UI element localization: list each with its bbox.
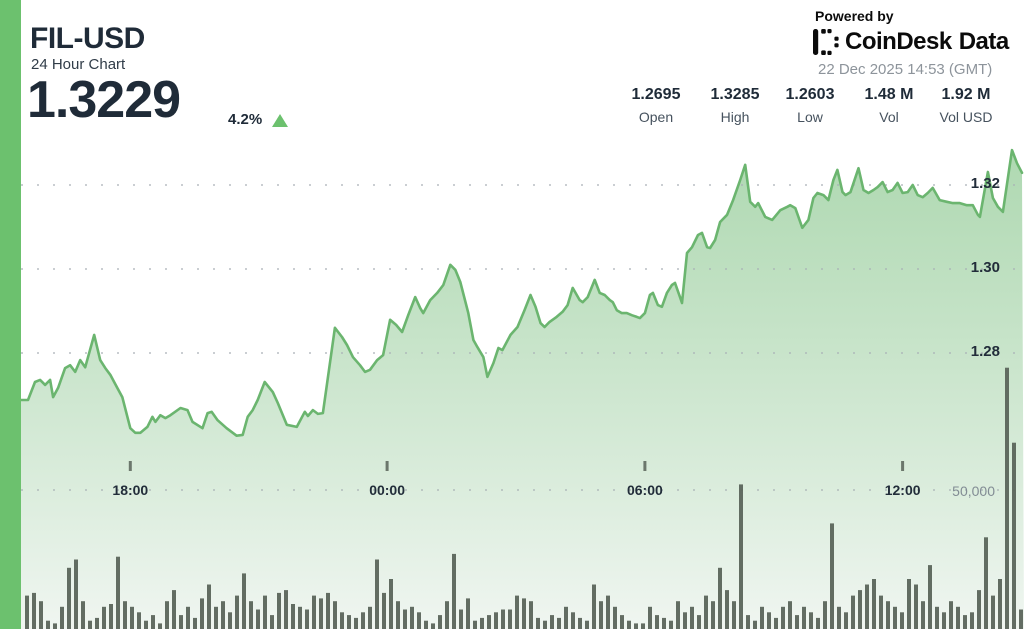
wordmark-coindesk: CoinDesk	[845, 28, 952, 55]
stat-open: 1.2695 Open	[611, 86, 701, 125]
stat-vol-usd-label: Vol USD	[939, 109, 993, 125]
time-axis-ticks	[128, 461, 905, 471]
wordmark-data: Data	[958, 28, 1010, 55]
coindesk-logo[interactable]: CoinDesk Data	[812, 28, 1009, 56]
stat-high-label: High	[720, 109, 750, 125]
y-axis-tick-label: 1.30	[970, 259, 1000, 276]
stat-high: 1.3285 High	[690, 86, 780, 125]
stat-high-value: 1.3285	[710, 86, 760, 103]
price-area-fill	[21, 150, 1024, 629]
stat-low-label: Low	[797, 109, 823, 125]
stat-low: 1.2603 Low	[765, 86, 855, 125]
timestamp: 22 Dec 2025 14:53 (GMT)	[818, 61, 993, 78]
powered-by-label: Powered by	[815, 8, 894, 24]
stat-vol-usd-value: 1.92 M	[941, 86, 991, 103]
price-line	[19, 148, 1024, 437]
stat-low-value: 1.2603	[785, 86, 835, 103]
change-percent: 4.2%	[228, 111, 263, 128]
x-axis-tick-label: 00:00	[369, 482, 405, 498]
coindesk-wordmark: CoinDesk Data	[845, 28, 1009, 56]
brand-block: Powered by CoinDesk Data 22 Dec 2025 14:5…	[812, 8, 1009, 78]
volume-axis-label: 50,000	[952, 483, 995, 499]
x-axis-tick-label: 12:00	[884, 482, 921, 498]
last-price: 1.3229	[27, 71, 181, 129]
accent-bar	[0, 0, 21, 629]
stat-open-label: Open	[638, 109, 674, 125]
up-arrow-icon	[272, 114, 288, 127]
symbol-title: FIL-USD	[30, 22, 145, 55]
stat-vol-value: 1.48 M	[864, 86, 914, 103]
stat-vol: 1.48 M Vol	[844, 86, 934, 125]
x-axis-tick-label: 06:00	[626, 482, 663, 498]
volume-bars	[25, 367, 1023, 629]
x-axis-tick-label: 18:00	[112, 482, 149, 498]
y-axis-tick-label: 1.32	[970, 175, 1000, 192]
stat-vol-label: Vol	[879, 109, 899, 125]
y-axis-tick-label: 1.28	[970, 343, 1000, 360]
stat-vol-usd: 1.92 M Vol USD	[918, 86, 1014, 125]
coindesk-logo-icon	[813, 29, 839, 55]
stat-open-value: 1.2695	[631, 86, 681, 103]
chart-subtitle: 24 Hour Chart	[31, 56, 126, 73]
